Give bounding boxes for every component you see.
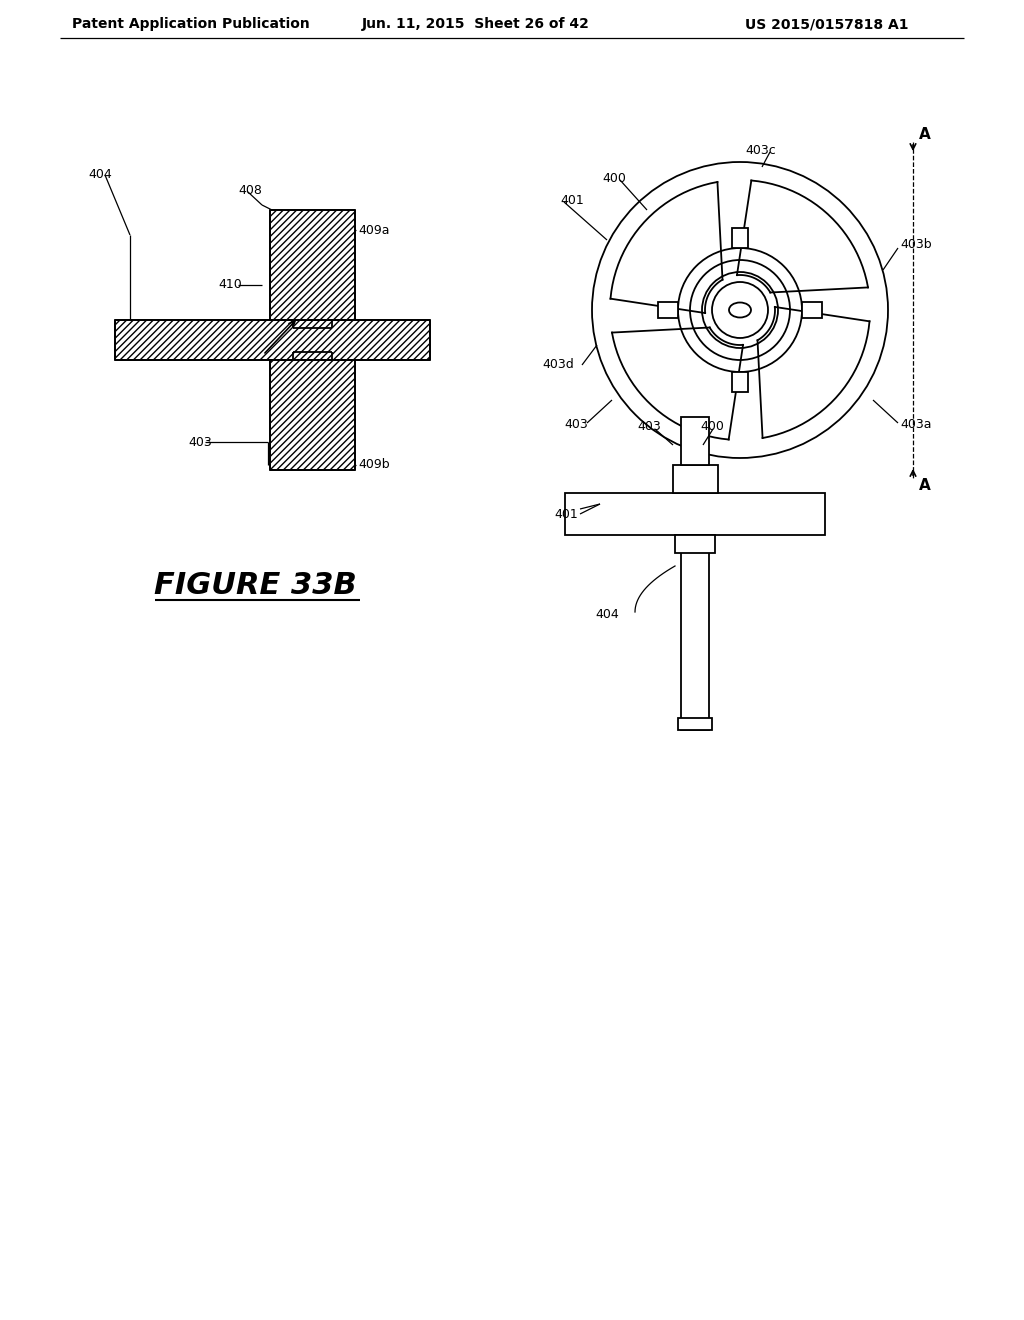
Bar: [802, 302, 822, 318]
Text: 404: 404: [595, 609, 618, 622]
Text: 403b: 403b: [900, 239, 932, 252]
Text: 409b: 409b: [358, 458, 389, 471]
Text: A: A: [919, 478, 931, 492]
Text: 403a: 403a: [900, 418, 932, 432]
Text: Patent Application Publication: Patent Application Publication: [72, 17, 309, 30]
Text: 401: 401: [560, 194, 584, 206]
Circle shape: [592, 162, 888, 458]
Bar: [732, 372, 748, 392]
Text: 410: 410: [218, 279, 242, 292]
Bar: [565, 492, 825, 535]
Text: 400: 400: [700, 421, 724, 433]
Text: 401: 401: [554, 507, 578, 520]
Bar: [673, 465, 718, 492]
Text: 403: 403: [188, 436, 212, 449]
Text: 403: 403: [564, 418, 588, 432]
Text: 404: 404: [88, 169, 112, 181]
Text: US 2015/0157818 A1: US 2015/0157818 A1: [745, 17, 908, 30]
Text: 408: 408: [238, 183, 262, 197]
Bar: [115, 319, 430, 360]
Ellipse shape: [729, 302, 751, 318]
Text: A: A: [919, 127, 931, 143]
Text: 403d: 403d: [542, 359, 573, 371]
Bar: [678, 718, 712, 730]
Text: 403c: 403c: [745, 144, 776, 157]
Bar: [270, 360, 355, 470]
Text: 403: 403: [637, 421, 660, 433]
Text: 409a: 409a: [358, 223, 389, 236]
Bar: [675, 535, 715, 553]
Text: Jun. 11, 2015  Sheet 26 of 42: Jun. 11, 2015 Sheet 26 of 42: [362, 17, 590, 30]
Bar: [658, 302, 678, 318]
Text: 400: 400: [602, 172, 626, 185]
Bar: [732, 228, 748, 248]
Bar: [681, 417, 709, 465]
Bar: [270, 210, 355, 319]
Text: FIGURE 33B: FIGURE 33B: [154, 570, 356, 599]
Bar: [681, 535, 709, 730]
